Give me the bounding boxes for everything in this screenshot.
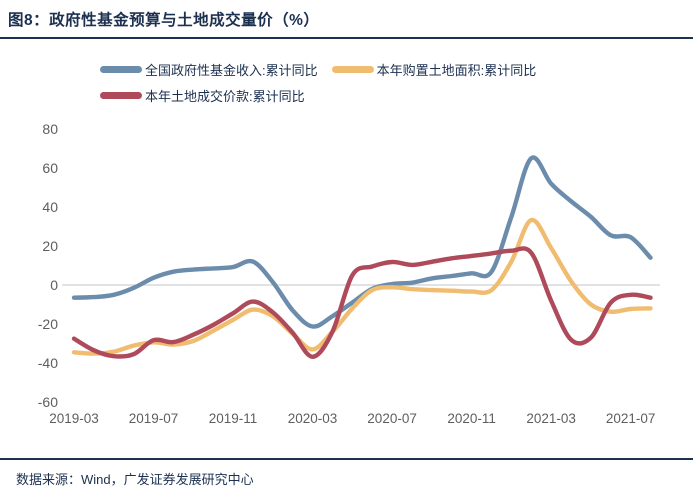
legend-label-gov-fund-revenue: 全国政府性基金收入:累计同比	[145, 63, 318, 78]
series-line-land-area-purchased	[71, 217, 653, 356]
y-tick-80: 80	[42, 121, 58, 137]
legend-swatch-land-transaction-value	[100, 92, 142, 99]
legend-label-land-transaction-value: 本年土地成交价款:累计同比	[145, 89, 305, 104]
legend-swatch-land-area-purchased	[331, 66, 374, 73]
x-tick-2020-03: 2020-03	[287, 411, 338, 426]
legend-item-land-area-purchased: 本年购置土地面积:累计同比	[331, 59, 537, 80]
series-line-gov-fund-revenue	[71, 155, 653, 329]
legend-label-land-area-purchased: 本年购置土地面积:累计同比	[376, 63, 537, 78]
x-tick-2021-07: 2021-07	[605, 411, 656, 426]
y-tick--40: -40	[37, 355, 58, 371]
x-tick-2021-03: 2021-03	[526, 411, 576, 426]
y-tick-40: 40	[42, 199, 58, 215]
legend-swatch-gov-fund-revenue	[100, 66, 142, 73]
legend-item-land-transaction-value: 本年土地成交价款:累计同比	[100, 85, 305, 106]
x-tick-2020-11: 2020-11	[447, 411, 496, 426]
y-tick-0: 0	[50, 277, 58, 293]
x-tick-2019-11: 2019-11	[208, 411, 258, 426]
series-line-land-transaction-value	[71, 246, 653, 360]
legend-item-gov-fund-revenue: 全国政府性基金收入:累计同比	[100, 59, 318, 80]
y-tick--20: -20	[37, 316, 58, 332]
figure-footer: 数据来源：Wind，广发证券发展研究中心	[0, 458, 693, 488]
y-tick-60: 60	[42, 160, 58, 176]
x-tick-2020-07: 2020-07	[367, 411, 417, 426]
figure-title: 图8：政府性基金预算与土地成交量价（%）	[0, 0, 693, 39]
chart-legend: 全国政府性基金收入:累计同比 本年购置土地面积:累计同比本年土地成交价款:累计同比	[100, 59, 615, 106]
data-source-text: 数据来源：Wind，广发证券发展研究中心	[16, 472, 254, 487]
y-tick-20: 20	[42, 238, 58, 254]
x-tick-2019-07: 2019-07	[128, 411, 179, 426]
x-tick-2019-03: 2019-03	[49, 411, 99, 426]
y-tick--60: -60	[37, 394, 58, 410]
